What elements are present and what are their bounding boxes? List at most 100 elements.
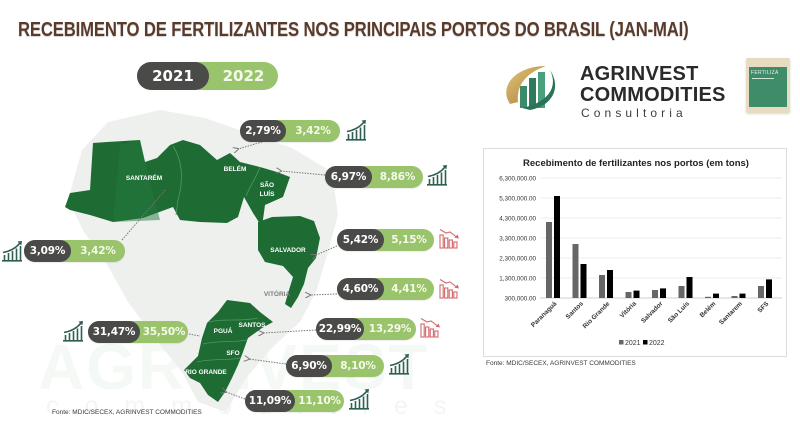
share-2021: 22,99%: [316, 318, 364, 340]
share-2021: 6,97%: [325, 166, 372, 188]
map-label-rio-grande: RIO GRANDE: [185, 369, 227, 376]
chart-legend: 2021 2022: [619, 340, 665, 347]
region-border: [172, 145, 182, 216]
map-label-vitoria: VITÓRIA: [264, 289, 291, 298]
bar-2021: [625, 292, 632, 298]
x-tick-label: Belém: [699, 300, 718, 319]
trend-up-icon: [388, 353, 410, 375]
bag-front: FERTILIZA: [749, 67, 787, 107]
port-pill-vitoria: 4,60% 4,41%: [337, 278, 434, 300]
leader-vitoria: [310, 294, 338, 295]
y-tick-label: 6,300,000.00: [499, 175, 536, 182]
port-receipts-chart: Recebimento de fertilizantes nos portos …: [483, 148, 787, 357]
brand-tagline: Consultoria: [581, 106, 687, 120]
page-title: RECEBIMENTO DE FERTILIZANTES NOS PRINCIP…: [18, 18, 689, 41]
region-bahia: [258, 216, 320, 308]
trend-down-icon: [438, 227, 460, 249]
map-label-belem: BELÉM: [224, 164, 247, 173]
leader-santarem: [121, 188, 167, 241]
x-tick-label: SFS: [757, 300, 771, 314]
port-pill-rio-grande: 11,09% 11,10%: [245, 390, 344, 412]
share-2022: 3,42%: [295, 125, 331, 137]
x-tick-label: Vitória: [619, 300, 638, 319]
share-2021: 3,09%: [24, 240, 71, 262]
region-border: [208, 317, 259, 323]
trend-up-icon: [348, 388, 370, 410]
leader-salvador: [316, 245, 338, 255]
bar-2022: [633, 290, 640, 298]
bar-2022: [660, 288, 666, 298]
port-pill-belem: 2,79% 3,42%: [240, 120, 340, 142]
map-label-pgua: PGUÁ: [214, 326, 233, 335]
leader-sao-luis: [281, 171, 326, 176]
bar-2022: [713, 293, 719, 298]
brand-name-line1: AGRINVEST: [580, 63, 699, 85]
port-pill-sao-luis: 6,97% 8,86%: [325, 166, 423, 188]
bar-2021: [705, 296, 711, 298]
legend-label-2022: 2022: [649, 340, 665, 347]
fertilizer-bag-image: FERTILIZA: [746, 58, 790, 113]
x-tick-label: Rio Grande: [582, 300, 612, 330]
bar-2021: [758, 286, 764, 298]
share-2022: 8,10%: [340, 360, 376, 372]
y-tick-label: 1,300,000.00: [499, 275, 536, 282]
leader-sfo: [249, 359, 287, 365]
bar-chart: Recebimento de fertilizantes nos portos …: [499, 158, 782, 347]
region-border: [196, 357, 241, 363]
bar-2022: [686, 277, 693, 298]
x-tick-label: São Luís: [667, 300, 691, 324]
agrinvest-logo-icon: [506, 66, 556, 110]
leader-santos: [263, 329, 317, 333]
share-2021: 6,90%: [286, 355, 332, 377]
bar-2022: [580, 264, 587, 298]
bar-2022: [554, 196, 560, 298]
share-2021: 4,60%: [337, 278, 384, 300]
bar-2021: [652, 290, 658, 298]
x-tick-label: Santos: [565, 300, 586, 321]
y-tick-label: 300,000.00: [504, 295, 536, 302]
trend-down-icon: [438, 277, 460, 299]
trend-up-icon: [426, 164, 448, 186]
port-pill-paranagua: 31,47% 35,50%: [88, 321, 188, 343]
bar-2021: [546, 222, 552, 298]
map-label-sfo: SFO: [226, 350, 239, 357]
bar-2021: [678, 286, 685, 298]
year-legend-toggle: 2021 2022: [137, 62, 278, 90]
bar-2022: [607, 270, 613, 298]
chart-title: Recebimento de fertilizantes nos portos …: [523, 158, 749, 169]
region-shade: [113, 140, 160, 222]
bag-line: [752, 78, 774, 79]
x-tick-label: Santarem: [718, 300, 744, 326]
bar-2022: [739, 293, 746, 298]
x-tick-label: Salvador: [640, 300, 665, 325]
leader-paranagua: [188, 333, 201, 337]
region-border: [245, 166, 261, 197]
bag-label: FERTILIZA: [751, 70, 779, 76]
leader-rio-grande: [226, 392, 246, 400]
map-label-salvador: SALVADOR: [270, 247, 306, 254]
chart-source-note: Fonte: MDIC/SECEX, AGRINVEST COMMODITIES: [486, 360, 636, 367]
trend-up-icon: [345, 119, 367, 141]
leader-belem: [238, 141, 263, 149]
y-tick-label: 5,300,000.00: [499, 195, 536, 202]
source-note: Fonte: MDIC/SECEX, AGRINVEST COMMODITIES: [52, 409, 202, 416]
y-tick-label: 3,300,000.00: [499, 235, 536, 242]
share-2021: 31,47%: [88, 321, 140, 343]
legend-label-2021: 2021: [625, 340, 641, 347]
port-pill-santos: 22,99% 13,29%: [316, 318, 416, 340]
trend-down-icon: [419, 316, 441, 338]
bar-2021: [599, 275, 605, 298]
map-label-sao-luis-1: SÃO: [260, 180, 274, 189]
port-pill-sfo: 6,90% 8,10%: [286, 355, 384, 377]
legend-swatch-2022: [643, 340, 648, 345]
brand-name-line2: COMMODITIES: [580, 84, 726, 106]
port-pill-salvador: 5,42% 5,15%: [337, 229, 434, 251]
year-2022-label: 2022: [222, 67, 265, 85]
legend-swatch-2021: [619, 340, 624, 345]
map-label-santos: SANTOS: [239, 322, 267, 329]
x-tick-label: Paranaguá: [530, 300, 559, 329]
year-2021-label: 2021: [137, 62, 209, 90]
bar-2022: [766, 279, 772, 298]
trend-up-icon: [1, 240, 23, 262]
map-label-sao-luis-2: LUÍS: [260, 189, 275, 198]
